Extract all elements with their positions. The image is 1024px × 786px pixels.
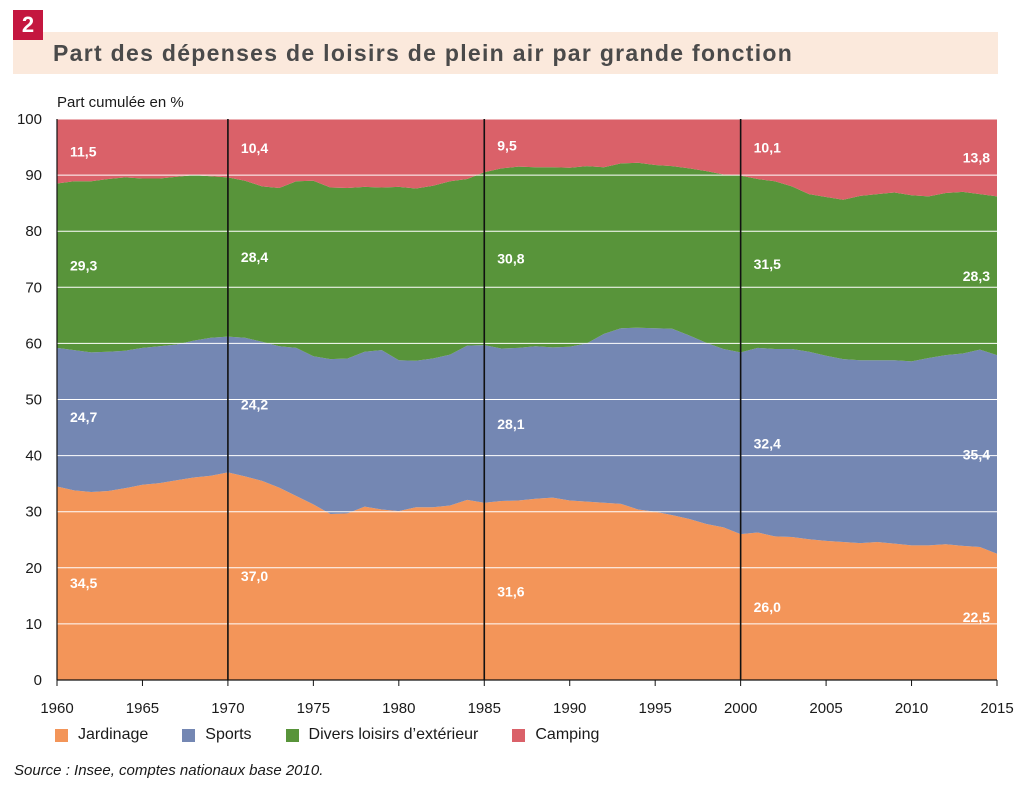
area-jardinage: [57, 472, 997, 680]
x-tick-label: 1995: [638, 700, 671, 717]
x-tick-label: 2015: [980, 700, 1013, 717]
data-label-divers-loisirs-d-exterieur-1970: 28,4: [241, 249, 268, 265]
y-tick-label: 0: [34, 672, 42, 689]
data-label-sports-1970: 24,2: [241, 397, 268, 413]
area-layer: [57, 119, 997, 680]
legend-swatch: [55, 728, 68, 742]
data-label-camping-2000: 10,1: [754, 139, 781, 155]
y-tick-label: 100: [17, 111, 42, 128]
x-tick-label: 1980: [382, 700, 415, 717]
data-label-sports-1985: 28,1: [497, 416, 524, 432]
data-label-divers-loisirs-d-exterieur-1960: 29,3: [70, 258, 97, 274]
legend-label: Sports: [205, 726, 252, 743]
x-tick-label: 2000: [724, 700, 757, 717]
figure-number-badge: 2: [13, 10, 43, 40]
data-label-jardinage-2000: 26,0: [754, 599, 781, 615]
data-label-camping-1985: 9,5: [497, 138, 517, 154]
source-note: Source : Insee, comptes nationaux base 2…: [14, 762, 324, 779]
x-tick-label: 1975: [297, 700, 330, 717]
y-tick-label: 90: [25, 167, 42, 184]
y-tick-label: 10: [25, 616, 42, 633]
legend-item-divers-loisirs-d-exterieur: Divers loisirs d’extérieur: [285, 726, 479, 744]
x-tick-label: 1965: [126, 700, 159, 717]
data-label-jardinage-2015: 22,5: [963, 609, 990, 625]
legend-item-camping: Camping: [512, 726, 599, 744]
y-tick-label: 30: [25, 504, 42, 521]
legend-swatch: [182, 728, 196, 742]
legend-swatch: [512, 728, 526, 742]
y-tick-label: 40: [25, 448, 42, 465]
data-label-jardinage-1985: 31,6: [497, 583, 524, 599]
legend: Jardinage Sports Divers loisirs d’extérieu…: [55, 726, 633, 744]
y-tick-label: 70: [25, 279, 42, 296]
x-tick-label: 2005: [809, 700, 842, 717]
x-tick-label: 1960: [40, 700, 73, 717]
data-label-divers-loisirs-d-exterieur-1985: 30,8: [497, 251, 524, 267]
y-tick-label: 60: [25, 335, 42, 352]
legend-label: Camping: [535, 726, 600, 743]
data-label-sports-2015: 35,4: [963, 446, 990, 462]
legend-item-jardinage: Jardinage: [55, 726, 148, 744]
data-label-camping-2015: 13,8: [963, 150, 990, 166]
x-tick-label: 1970: [211, 700, 244, 717]
area-divers-loisirs-d-exterieur: [57, 162, 997, 362]
gridlines: [57, 118, 997, 625]
x-tick-label: 2010: [895, 700, 928, 717]
data-label-divers-loisirs-d-exterieur-2000: 31,5: [754, 256, 781, 272]
data-label-jardinage-1960: 34,5: [70, 575, 97, 591]
legend-item-sports: Sports: [182, 726, 252, 744]
area-camping: [57, 119, 997, 200]
data-label-sports-1960: 24,7: [70, 409, 97, 425]
axes: 0 10 20 30 40 50 60 70 80 90 100 1960 1965 1970 1975 19…: [17, 111, 1014, 717]
area-sports: [57, 327, 997, 554]
x-tick-label: 1990: [553, 700, 586, 717]
chart-title: Part des dépenses de loisirs de plein ai…: [53, 40, 794, 66]
y-tick-label: 80: [25, 223, 42, 240]
data-label-jardinage-1970: 37,0: [241, 568, 268, 584]
legend-swatch: [285, 728, 299, 742]
title-band: Part des dépenses de loisirs de plein ai…: [13, 32, 998, 74]
vertical-markers: [227, 119, 742, 680]
data-label-camping-1960: 11,5: [70, 143, 97, 159]
data-label-divers-loisirs-d-exterieur-2015: 28,3: [963, 268, 990, 284]
y-axis-label: Part cumulée en %: [57, 94, 184, 111]
data-label-sports-2000: 32,4: [754, 435, 781, 451]
legend-label: Divers loisirs d’extérieur: [308, 726, 479, 743]
x-tick-label: 1985: [468, 700, 501, 717]
y-tick-label: 50: [25, 392, 42, 409]
data-labels: 34,5 24,7 29,3 11,5 37,0 24,2 28,4 10,4 31,6 28,1…: [70, 138, 990, 625]
y-tick-label: 20: [25, 560, 42, 577]
legend-label: Jardinage: [78, 726, 149, 743]
data-label-camping-1970: 10,4: [241, 140, 268, 156]
